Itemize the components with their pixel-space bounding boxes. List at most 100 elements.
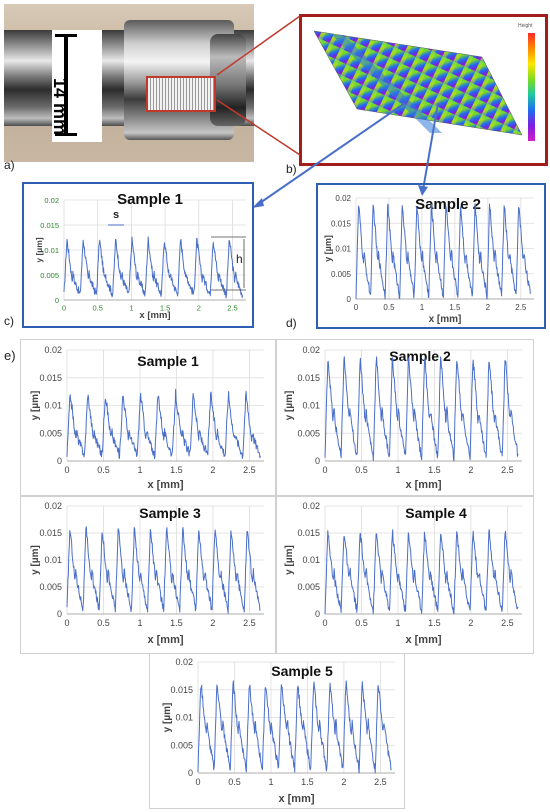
e3-series-line bbox=[66, 526, 261, 614]
e5-xtick-label-0: 0 bbox=[195, 777, 200, 787]
e1-title: Sample 1 bbox=[137, 353, 199, 369]
e2-ytick-label-4: 0.02 bbox=[302, 345, 320, 355]
c2-ylabel: y [µm] bbox=[323, 235, 333, 262]
e3-ytick-label-2: 0.01 bbox=[44, 555, 62, 565]
e3-ytick-label-0: 0 bbox=[57, 609, 62, 619]
textured-region bbox=[146, 76, 216, 112]
c1-xtick-label-2: 1 bbox=[129, 304, 133, 313]
e4-xtick-label-2: 1 bbox=[395, 618, 400, 628]
scale-bar-cap-bottom bbox=[55, 133, 77, 136]
c2-xtick-label-4: 2 bbox=[486, 303, 491, 312]
e2-series-line bbox=[324, 356, 519, 462]
e2-ytick-label-1: 0.005 bbox=[297, 428, 320, 438]
e2-xtick-label-5: 2.5 bbox=[501, 465, 514, 475]
e4-ytick-label-3: 0.015 bbox=[297, 528, 320, 538]
e5-ylabel: y [µm] bbox=[162, 703, 173, 733]
e3-ytick-label-1: 0.005 bbox=[39, 582, 62, 592]
e3-ylabel: y [µm] bbox=[30, 545, 41, 575]
c2-xtick-label-0: 0 bbox=[354, 303, 359, 312]
e5-xtick-label-3: 1.5 bbox=[301, 777, 314, 787]
scale-bar-cap-top bbox=[55, 34, 77, 37]
e4-xlabel: x [mm] bbox=[405, 634, 441, 646]
e3-xtick-label-5: 2.5 bbox=[243, 618, 256, 628]
e4-ytick-label-0: 0 bbox=[315, 609, 320, 619]
e3-xtick-label-2: 1 bbox=[137, 618, 142, 628]
e2-xtick-label-4: 2 bbox=[468, 465, 473, 475]
e3-ytick-label-3: 0.015 bbox=[39, 528, 62, 538]
e4-xtick-label-3: 1.5 bbox=[428, 618, 441, 628]
e5-ytick-label-1: 0.005 bbox=[170, 740, 193, 750]
e4-xtick-label-4: 2 bbox=[468, 618, 473, 628]
chart-frame-e2 bbox=[276, 339, 534, 497]
panel-letter-d: d) bbox=[286, 316, 297, 330]
e2-xtick-label-2: 1 bbox=[395, 465, 400, 475]
e1-ytick-label-2: 0.01 bbox=[44, 401, 62, 411]
height-label: h bbox=[236, 252, 243, 266]
surface-strip bbox=[332, 35, 442, 133]
chart-frame-e3 bbox=[20, 495, 276, 654]
e3-xtick-label-4: 2 bbox=[210, 618, 215, 628]
e1-ytick-label-0: 0 bbox=[57, 456, 62, 466]
e2-title: Sample 2 bbox=[389, 348, 451, 364]
c2-ytick-label-2: 0.01 bbox=[335, 245, 351, 254]
chart-frame-c bbox=[22, 182, 254, 328]
e4-ytick-label-4: 0.02 bbox=[302, 501, 320, 511]
e1-xtick-label-5: 2.5 bbox=[243, 465, 256, 475]
e4-xtick-label-1: 0.5 bbox=[355, 618, 368, 628]
scale-background bbox=[52, 30, 102, 142]
e1-ylabel: y [µm] bbox=[30, 391, 41, 421]
e2-xtick-label-3: 1.5 bbox=[428, 465, 441, 475]
e3-xtick-label-3: 1.5 bbox=[170, 618, 183, 628]
e5-ytick-label-2: 0.01 bbox=[175, 713, 193, 723]
c1-xtick-label-3: 1.5 bbox=[160, 304, 170, 313]
scale-bar bbox=[64, 34, 68, 136]
e1-xlabel: x [mm] bbox=[147, 479, 183, 491]
e5-ytick-label-0: 0 bbox=[188, 768, 193, 778]
e3-xtick-label-0: 0 bbox=[64, 618, 69, 628]
c2-ytick-label-4: 0.02 bbox=[335, 194, 351, 203]
e1-xtick-label-4: 2 bbox=[210, 465, 215, 475]
c1-ytick-label-4: 0.02 bbox=[44, 196, 59, 205]
c1-xtick-label-5: 2.5 bbox=[227, 304, 237, 313]
e2-xtick-label-1: 0.5 bbox=[355, 465, 368, 475]
c2-xtick-label-3: 1.5 bbox=[449, 303, 461, 312]
e3-xlabel: x [mm] bbox=[147, 634, 183, 646]
e4-xtick-label-5: 2.5 bbox=[501, 618, 514, 628]
e2-ytick-label-2: 0.01 bbox=[302, 401, 320, 411]
spacing-label: s bbox=[113, 209, 120, 221]
c2-ytick-label-3: 0.015 bbox=[331, 219, 352, 228]
chart-frame-e1 bbox=[20, 339, 276, 497]
e5-title: Sample 5 bbox=[271, 663, 333, 679]
e1-xtick-label-3: 1.5 bbox=[170, 465, 183, 475]
c1-ytick-label-1: 0.005 bbox=[40, 271, 59, 280]
c2-xlabel: x [mm] bbox=[429, 314, 462, 325]
e4-title: Sample 4 bbox=[405, 505, 467, 521]
panel-letter-a: a) bbox=[4, 158, 15, 172]
chart-frame-e4 bbox=[276, 495, 534, 654]
c1-title: Sample 1 bbox=[117, 191, 183, 208]
c2-series-line bbox=[355, 203, 532, 300]
c2-xtick-label-1: 0.5 bbox=[383, 303, 395, 312]
c1-ytick-label-2: 0.01 bbox=[44, 246, 59, 255]
e2-xtick-label-0: 0 bbox=[322, 465, 327, 475]
color-legend bbox=[528, 33, 535, 141]
e2-ylabel: y [µm] bbox=[284, 391, 295, 421]
e2-ytick-label-0: 0 bbox=[315, 456, 320, 466]
e2-ytick-label-3: 0.015 bbox=[297, 373, 320, 383]
e1-xtick-label-2: 1 bbox=[137, 465, 142, 475]
c2-ytick-label-1: 0.005 bbox=[331, 270, 352, 279]
e5-ytick-label-4: 0.02 bbox=[175, 657, 193, 667]
chart-frame-d bbox=[316, 183, 546, 329]
c1-xlabel: x [mm] bbox=[139, 310, 170, 321]
e5-xtick-label-5: 2.5 bbox=[374, 777, 387, 787]
e4-ytick-label-2: 0.01 bbox=[302, 555, 320, 565]
c2-xtick-label-5: 2.5 bbox=[515, 303, 527, 312]
e3-ytick-label-4: 0.02 bbox=[44, 501, 62, 511]
e5-xtick-label-4: 2 bbox=[341, 777, 346, 787]
panel-letter-c: c) bbox=[4, 314, 14, 328]
c1-ytick-label-3: 0.015 bbox=[40, 221, 59, 230]
c2-title: Sample 2 bbox=[415, 196, 481, 213]
e1-series-line bbox=[66, 388, 261, 460]
c2-ytick-label-0: 0 bbox=[347, 295, 352, 304]
